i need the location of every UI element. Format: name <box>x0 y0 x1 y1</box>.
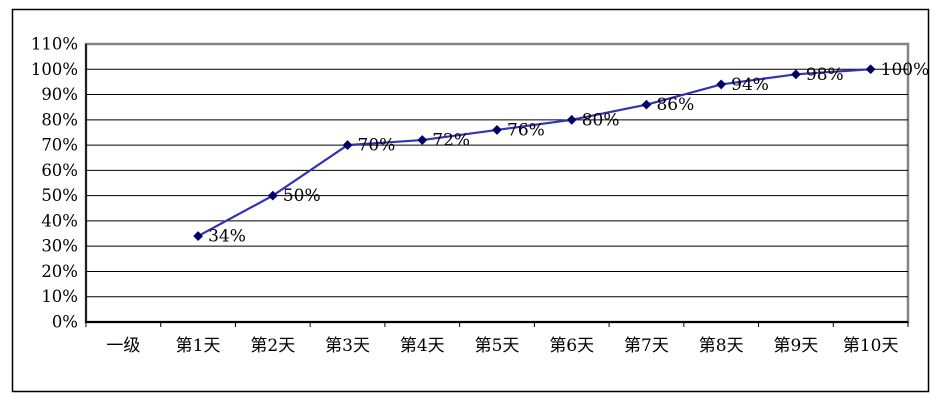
x-axis-label: 第7天 <box>624 336 669 356</box>
x-axis-label: 第4天 <box>400 336 445 356</box>
data-point-label: 80% <box>582 110 620 130</box>
data-point-label: 98% <box>806 65 844 85</box>
y-axis-label: 30% <box>41 237 78 256</box>
data-point-marker <box>566 114 577 125</box>
x-axis-label: 第3天 <box>325 336 370 356</box>
data-point-label: 34% <box>208 227 246 247</box>
data-point-marker <box>791 69 801 80</box>
x-axis-label: 第6天 <box>549 336 594 356</box>
y-axis-label: 10% <box>41 287 78 306</box>
data-point-label: 72% <box>432 131 470 151</box>
y-axis-label: 90% <box>41 85 78 104</box>
data-point-label: 50% <box>283 186 321 206</box>
x-axis-label: 第2天 <box>250 336 295 356</box>
x-axis-label: 一级 <box>106 336 140 356</box>
y-axis-label: 80% <box>41 110 78 129</box>
x-axis-label: 第5天 <box>475 336 520 356</box>
data-point-marker <box>492 125 502 135</box>
y-axis-label: 50% <box>41 186 78 205</box>
data-point-label: 94% <box>731 75 769 95</box>
data-point-label: 86% <box>656 95 694 115</box>
y-axis-label: 60% <box>41 161 78 180</box>
y-axis-label: 0% <box>52 313 78 332</box>
data-point-marker <box>193 231 203 241</box>
x-axis-label: 第10天 <box>843 336 899 356</box>
y-axis-label: 70% <box>41 136 78 155</box>
data-point-label: 70% <box>358 136 396 156</box>
data-point-marker <box>865 64 876 75</box>
data-point-marker <box>267 190 278 201</box>
y-axis-label: 40% <box>41 211 78 230</box>
y-axis-label: 110% <box>31 35 78 54</box>
y-axis-label: 100% <box>31 60 78 79</box>
data-point-marker <box>716 79 727 90</box>
data-point-marker <box>342 140 353 150</box>
data-point-label: 76% <box>507 120 545 140</box>
plot-area <box>84 42 910 324</box>
data-point-marker <box>641 99 652 110</box>
y-axis-label: 20% <box>41 262 78 281</box>
x-axis-label: 第8天 <box>699 336 744 356</box>
x-axis-label: 第1天 <box>176 336 221 356</box>
data-point-marker <box>417 135 428 145</box>
data-point-label: 100% <box>881 60 930 80</box>
x-axis-label: 第9天 <box>773 336 818 356</box>
series-line <box>196 68 872 238</box>
